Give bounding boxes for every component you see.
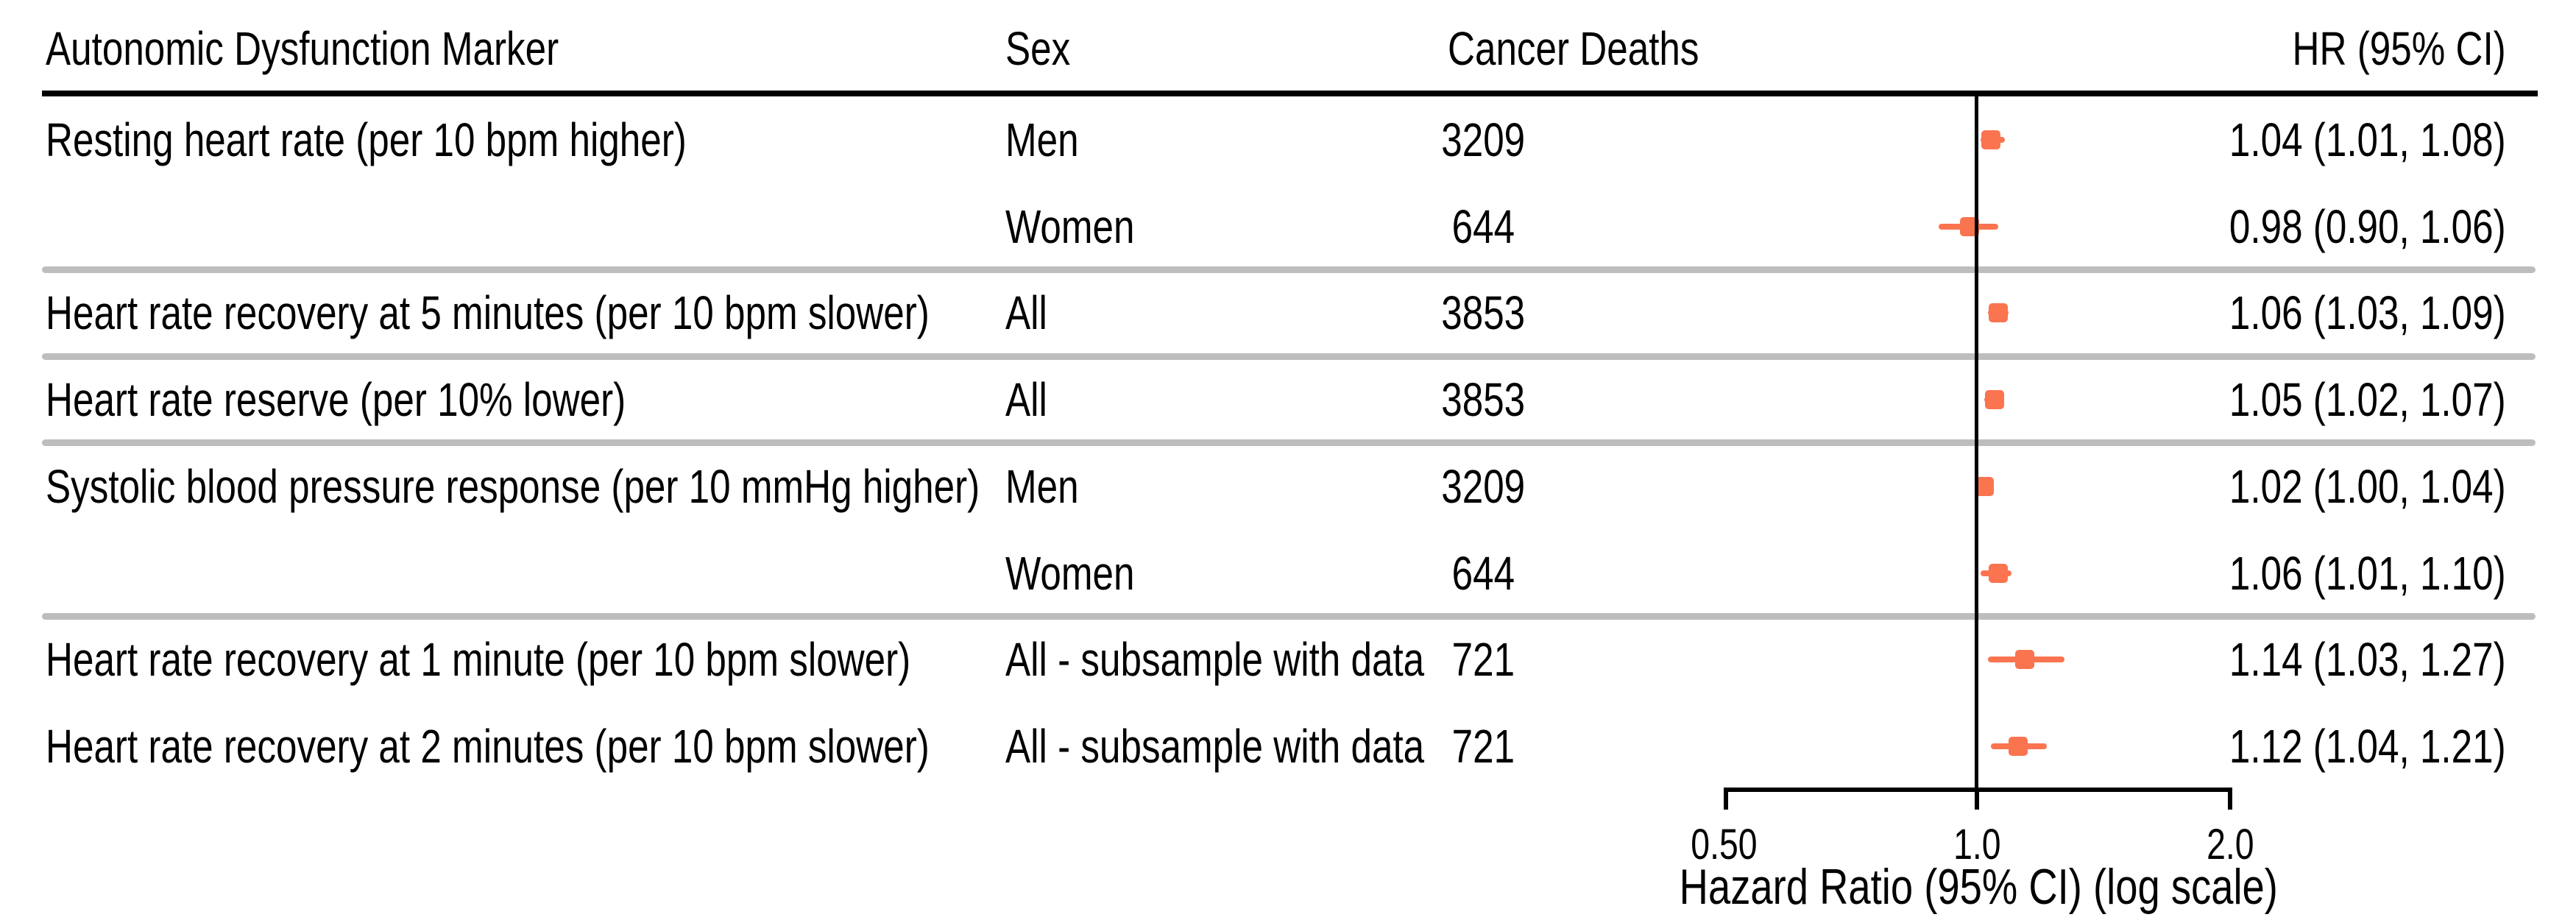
row-sex: All - subsample with data <box>1005 719 1425 773</box>
row-deaths: 644 <box>1451 199 1515 253</box>
reference-line <box>1975 96 1978 810</box>
separator-line <box>42 612 2536 620</box>
row-label: Heart rate recovery at 2 minutes (per 10… <box>46 719 930 773</box>
forest-square <box>1988 303 2008 323</box>
row-hr-ci: 1.12 (1.04, 1.21) <box>2229 719 2506 773</box>
row-sex: Men <box>1005 459 1079 513</box>
row-label: Systolic blood pressure response (per 10… <box>46 459 980 513</box>
forest-square <box>1988 563 2008 583</box>
forest-square <box>2009 736 2028 756</box>
x-axis-title: Hazard Ratio (95% CI) (log scale) <box>1679 859 2278 915</box>
row-hr-ci: 0.98 (0.90, 1.06) <box>2229 199 2506 253</box>
x-tick-label: 0.50 <box>1690 821 1758 868</box>
x-tick-label: 1.0 <box>1953 821 2001 868</box>
row-sex: Women <box>1005 199 1135 253</box>
header-rule <box>42 91 2538 96</box>
row-deaths: 3209 <box>1441 459 1525 513</box>
row-hr-ci: 1.06 (1.03, 1.09) <box>2229 286 2506 340</box>
column-header-sex: Sex <box>1005 22 1071 75</box>
forest-square <box>2015 650 2035 670</box>
row-deaths: 3209 <box>1441 113 1525 166</box>
row-deaths: 721 <box>1451 633 1515 687</box>
row-deaths: 3853 <box>1441 286 1525 340</box>
row-label: Heart rate reserve (per 10% lower) <box>46 373 626 427</box>
separator-line <box>42 353 2536 360</box>
column-header-deaths: Cancer Deaths <box>1448 22 1699 75</box>
row-hr-ci: 1.14 (1.03, 1.27) <box>2229 633 2506 687</box>
separator-line <box>42 439 2536 447</box>
row-deaths: 3853 <box>1441 373 1525 427</box>
x-axis-tick <box>2228 788 2232 810</box>
row-label: Heart rate recovery at 5 minutes (per 10… <box>46 286 930 340</box>
row-deaths: 721 <box>1451 719 1515 773</box>
x-axis-tick <box>1975 788 1979 810</box>
row-sex: All <box>1005 373 1047 427</box>
row-hr-ci: 1.04 (1.01, 1.08) <box>2229 113 2506 166</box>
column-header-marker: Autonomic Dysfunction Marker <box>46 22 559 75</box>
row-sex: Women <box>1005 546 1135 600</box>
row-label: Heart rate recovery at 1 minute (per 10 … <box>46 633 911 687</box>
row-hr-ci: 1.02 (1.00, 1.04) <box>2229 459 2506 513</box>
forest-square <box>1985 390 2005 410</box>
row-sex: Men <box>1005 113 1079 166</box>
column-header-hr: HR (95% CI) <box>2292 22 2506 75</box>
forest-square <box>1981 130 2001 149</box>
row-sex: All <box>1005 286 1047 340</box>
x-axis-tick <box>1724 788 1728 810</box>
x-tick-label: 2.0 <box>2206 821 2254 868</box>
row-hr-ci: 1.05 (1.02, 1.07) <box>2229 373 2506 427</box>
row-label: Resting heart rate (per 10 bpm higher) <box>46 113 687 166</box>
row-deaths: 644 <box>1451 546 1515 600</box>
row-sex: All - subsample with data <box>1005 633 1425 687</box>
separator-line <box>42 266 2536 274</box>
row-hr-ci: 1.06 (1.01, 1.10) <box>2229 546 2506 600</box>
